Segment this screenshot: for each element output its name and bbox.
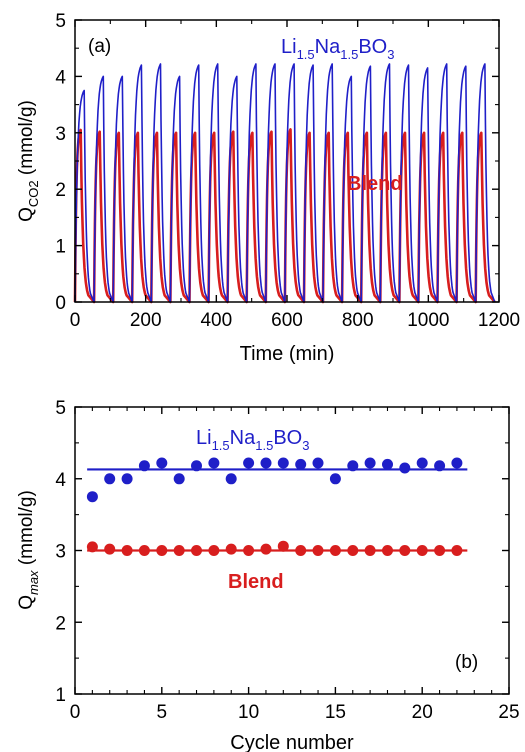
panel-b-series-li-point [399, 462, 411, 474]
panel-b-xtick-label: 15 [325, 702, 346, 723]
panel-b-series-blend-point [312, 545, 324, 556]
panel-b-series-li-point [225, 473, 237, 485]
panel-b-series-li-point [312, 457, 324, 469]
panel-b-ytick-label: 1 [55, 685, 66, 706]
panel-b-series-blend-point [329, 545, 341, 556]
panel-b-series-blend-point [364, 545, 376, 556]
panel-b-ticks: 0 5 10 15 20 25 1 2 3 4 5 [55, 398, 519, 723]
panel-b-series-blend-point [191, 545, 202, 556]
panel-b-ytick-label: 5 [55, 398, 66, 419]
panel-b-series-blend-label: Blend [228, 571, 284, 593]
panel-b-series-li-point [243, 457, 255, 469]
panel-b-series-blend-point [121, 545, 133, 556]
panel-b-series-li-point [104, 473, 116, 485]
panel-b-xtick-label: 25 [498, 702, 519, 723]
panel-b-series-li-point [329, 473, 341, 485]
panel-a-xlabel: Time (min) [240, 343, 335, 365]
panel-b-series-li-point [156, 457, 168, 469]
panel-a-ytick-label: 0 [55, 293, 66, 314]
panel-b-points [86, 457, 463, 556]
panel-a-xtick-label: 1000 [407, 310, 449, 331]
panel-a-xtick-label: 1200 [478, 310, 520, 331]
panel-b-series-blend-point [295, 545, 307, 556]
panel-b-series-li-point [364, 457, 376, 469]
panel-a-xtick-label: 400 [200, 310, 232, 331]
panel-a-series-li-label: Li1.5Na1.5BO3 [281, 36, 394, 62]
panel-b-series-li-point [86, 491, 98, 503]
panel-b-series-blend-point [416, 545, 428, 556]
panel-b-series-blend-point [225, 543, 237, 555]
panel-b-series-li-point [277, 457, 289, 469]
panel-b-series-li-point [295, 458, 307, 470]
panel-b-series-li-point [173, 473, 185, 485]
panel-b-series-blend-point [260, 543, 272, 555]
panel-b-series-li-label: Li1.5Na1.5BO3 [196, 427, 309, 453]
panel-b-series-li-point [121, 473, 133, 485]
panel-b-xtick-label: 5 [157, 702, 168, 723]
panel-b-series-blend-point [451, 545, 463, 556]
panel-a-ytick-label: 2 [55, 180, 66, 201]
panel-b-series-blend-point [104, 543, 116, 555]
panel-b-label: (b) [455, 652, 478, 673]
panel-b-series-li-point [434, 460, 446, 472]
panel-b-xtick-label: 0 [70, 702, 81, 723]
panel-b-series-blend-point [434, 545, 446, 556]
panel-a-ylabel: QCO2 (mmol/g) [16, 100, 41, 222]
panel-b-series-li-point [208, 457, 220, 469]
panel-a-xtick-label: 200 [130, 310, 162, 331]
panel-b-series-li-point [416, 457, 428, 469]
panel-b-lines [87, 468, 468, 552]
panel-b-series-blend-point [208, 545, 220, 556]
panel-b-series-li-point [191, 460, 202, 472]
panel-b-xlabel: Cycle number [230, 732, 354, 752]
panel-b-xtick-label: 10 [238, 702, 259, 723]
panel-b-ytick-label: 3 [55, 542, 66, 563]
panel-a-ytick-label: 4 [55, 67, 66, 88]
panel-a-series-blend-label: Blend [347, 173, 403, 195]
panel-b-series-blend-point [382, 545, 393, 556]
panel-a-curves [73, 63, 496, 304]
panel-b-ylabel: Qmax (mmol/g) [16, 490, 41, 610]
panel-b-series-li-point [138, 460, 150, 472]
panel-a-xtick-label: 800 [342, 310, 374, 331]
panel-b-series-li-point [451, 457, 463, 469]
panel-a-ytick-label: 5 [55, 11, 66, 32]
panel-a-label: (a) [88, 36, 111, 57]
panel-b-series-li-point [260, 457, 272, 469]
panel-b-series-blend-point [347, 545, 359, 556]
panel-b-series-li-point [382, 458, 393, 470]
panel-b-xtick-label: 20 [412, 702, 433, 723]
panel-a-xtick-label: 0 [70, 310, 81, 331]
panel-b-ytick-label: 2 [55, 613, 66, 634]
panel-a-xtick-label: 600 [271, 310, 303, 331]
panel-b-series-blend-point [156, 545, 168, 556]
panel-a-ytick-label: 1 [55, 237, 66, 258]
panel-a-ytick-label: 3 [55, 124, 66, 145]
panel-b-series-blend-point [399, 545, 411, 556]
panel-b-series-blend-point [173, 545, 185, 556]
panel-b-ytick-label: 4 [55, 470, 66, 491]
panel-a-ticks: 0 200 400 600 800 1000 1200 0 1 2 3 4 5 [55, 11, 520, 331]
panel-b-series-blend-point [243, 545, 255, 556]
panel-b-series-li-point [347, 460, 359, 472]
panel-b-series-blend-point [138, 545, 150, 556]
panel-b-series-blend-point [277, 540, 289, 552]
panel-b-series-blend-point [86, 541, 98, 553]
panel-a: 0 200 400 600 800 1000 1200 0 1 2 3 4 5 (a) Li1.5Na1… [16, 11, 520, 365]
